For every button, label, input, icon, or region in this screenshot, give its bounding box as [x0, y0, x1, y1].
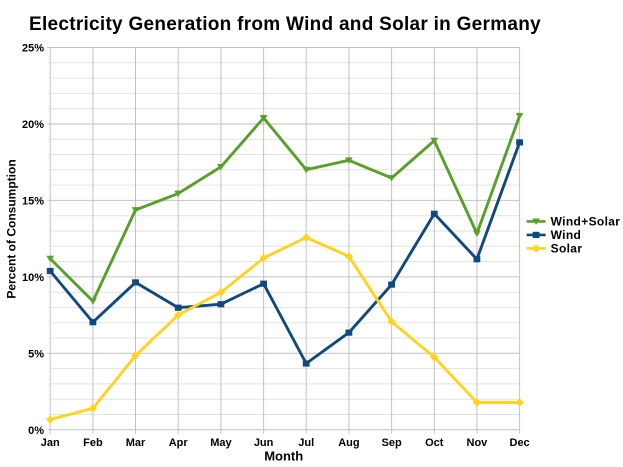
svg-text:10%: 10%: [22, 272, 44, 284]
svg-text:Jun: Jun: [254, 437, 274, 449]
svg-text:Feb: Feb: [83, 437, 103, 449]
svg-text:Solar: Solar: [551, 242, 583, 256]
svg-text:5%: 5%: [28, 348, 44, 360]
svg-text:20%: 20%: [22, 119, 44, 131]
svg-text:Aug: Aug: [338, 437, 359, 449]
svg-text:Mar: Mar: [126, 437, 146, 449]
svg-text:25%: 25%: [22, 43, 44, 55]
svg-text:Sep: Sep: [382, 437, 402, 449]
svg-text:Jan: Jan: [41, 437, 60, 449]
svg-text:0%: 0%: [28, 425, 44, 437]
svg-text:Nov: Nov: [467, 437, 489, 449]
svg-text:Oct: Oct: [425, 437, 444, 449]
svg-text:Month: Month: [264, 449, 303, 464]
svg-text:Jul: Jul: [298, 437, 314, 449]
svg-text:May: May: [210, 437, 232, 449]
svg-text:Apr: Apr: [169, 437, 189, 449]
svg-text:15%: 15%: [22, 195, 44, 207]
svg-text:Dec: Dec: [510, 437, 530, 449]
svg-text:Wind+Solar: Wind+Solar: [551, 215, 621, 229]
svg-text:Wind: Wind: [551, 228, 582, 242]
svg-text:Electricity Generation from Wi: Electricity Generation from Wind and Sol…: [29, 14, 541, 35]
svg-text:Percent of Consumption: Percent of Consumption: [5, 159, 19, 298]
